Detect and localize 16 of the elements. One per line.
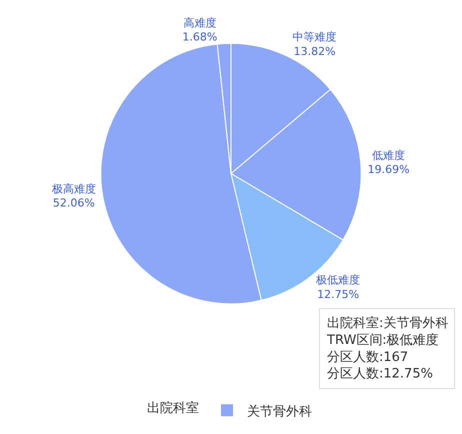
slice-label: 低难度 (372, 148, 406, 162)
data-label: 52.06% (52, 196, 95, 210)
data-label: 12.75% (317, 288, 360, 301)
text: 出院科室:关节骨外科 (327, 315, 448, 331)
text: 分区人数:12.75% (327, 366, 433, 382)
slice-label: 高难度 (183, 16, 216, 30)
slice-label: 极低难度 (315, 274, 360, 287)
slice-label: 极高难度 (50, 182, 96, 196)
data-label: 13.82% (294, 44, 336, 58)
data-label: 19.69% (368, 163, 410, 176)
text: 分区人数:167 (327, 350, 408, 365)
legend-label: 关节骨外科 (247, 404, 312, 420)
legend-title: 出院科室 (147, 400, 199, 416)
data-label: 1.68% (182, 30, 218, 44)
text: TRW区间:极低难度 (326, 332, 439, 348)
slice-label: 中等难度 (292, 30, 337, 44)
